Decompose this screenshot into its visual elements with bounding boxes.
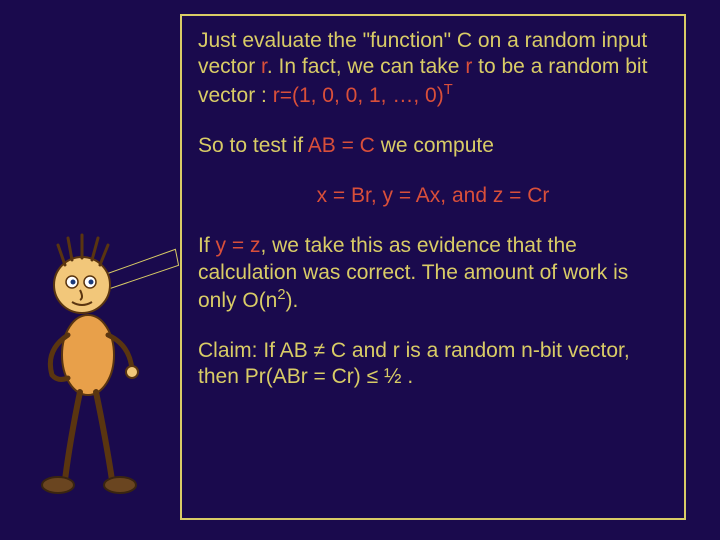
superscript: 2	[277, 287, 285, 303]
text: . In fact, we can take	[267, 55, 465, 78]
cartoon-character	[10, 210, 180, 510]
slide: Just evaluate the "function" C on a rand…	[0, 0, 720, 540]
paragraph-2: So to test if AB = C we compute	[198, 133, 668, 159]
text: , we take this as evidence that the calc…	[198, 234, 628, 312]
red-text: y = z	[216, 234, 261, 257]
red-text: r=(1, 0, 0, 1, …, 0)	[273, 84, 444, 107]
text: we compute	[375, 134, 494, 157]
text: Claim: If AB	[198, 339, 314, 362]
text: ½ .	[378, 365, 413, 388]
paragraph-3-equation: x = Br, y = Ax, and z = Cr	[198, 183, 668, 209]
paragraph-5: Claim: If AB ≠ C and r is a random n-bit…	[198, 338, 668, 391]
paragraph-1: Just evaluate the "function" C on a rand…	[198, 28, 668, 109]
leq-symbol: ≤	[367, 365, 379, 388]
red-text: x = Br, y = Ax, and z = Cr	[317, 184, 550, 207]
text: ).	[286, 289, 299, 312]
text: So to test if	[198, 134, 308, 157]
paragraph-4: If y = z, we take this as evidence that …	[198, 233, 668, 314]
neq-symbol: ≠	[314, 339, 326, 362]
content-box: Just evaluate the "function" C on a rand…	[180, 14, 686, 520]
text: If	[198, 234, 216, 257]
superscript: T	[444, 82, 453, 98]
red-text: AB = C	[308, 134, 375, 157]
